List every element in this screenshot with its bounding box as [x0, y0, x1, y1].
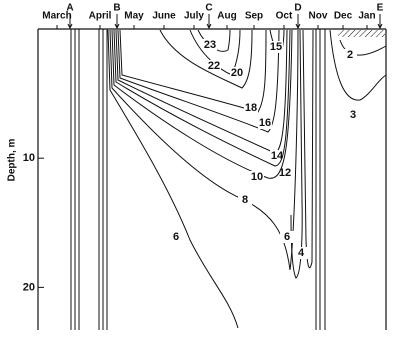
month-label: Aug: [217, 11, 236, 22]
isotherm-label: 6: [173, 231, 179, 243]
month-label: Nov: [309, 11, 328, 22]
isotherm-label: 8: [242, 194, 248, 206]
month-label: July: [184, 11, 204, 22]
label-bg: [169, 231, 183, 243]
month-label: June: [152, 11, 176, 22]
isotherm: [113, 29, 291, 167]
isotherm-label: 6: [284, 231, 290, 243]
marker-label: E: [377, 3, 384, 14]
isotherm: [117, 29, 280, 133]
marker-arrow: [114, 14, 120, 30]
label-bg: [250, 171, 264, 183]
y-tick-label: 20: [23, 281, 35, 293]
isotherm: [329, 29, 387, 101]
frame: [37, 28, 387, 330]
marker-label: D: [294, 3, 301, 14]
label-bg: [346, 109, 360, 121]
isotherm-label: 2: [347, 49, 353, 61]
isotherm: [302, 29, 314, 269]
label-bg: [238, 194, 252, 206]
month-label: April: [89, 11, 112, 22]
isotherm: [159, 29, 253, 89]
month-label: March: [42, 11, 71, 22]
isotherm-label: 23: [204, 39, 216, 51]
isotherm-label: 20: [231, 67, 243, 79]
marker-label: C: [205, 3, 212, 14]
isotherm-label: 3: [350, 109, 356, 121]
label-bg: [269, 41, 283, 53]
marker-label: A: [66, 3, 73, 14]
label-bg: [278, 167, 292, 179]
isotherm: [109, 29, 299, 271]
ice-cover: [338, 30, 385, 37]
isotherm-label: 12: [279, 167, 291, 179]
y-axis-label: Depth, m: [7, 139, 18, 182]
isotherm: [107, 29, 239, 329]
label-bg: [258, 117, 272, 129]
label-bg: [207, 60, 221, 72]
isotherm-label: 18: [245, 102, 257, 114]
isotherm-label: 10: [251, 171, 263, 183]
isotherm: [111, 29, 293, 179]
isotherm-verticals: [70, 29, 326, 330]
month-label: May: [124, 11, 144, 22]
label-bg: [203, 39, 217, 51]
isotherm: [115, 29, 288, 154]
isotherm-label: 16: [259, 117, 271, 129]
label-bg: [343, 49, 357, 61]
y-tick-label: 10: [23, 152, 35, 164]
label-bg: [270, 150, 284, 162]
label-bg: [294, 247, 308, 259]
marker-label: B: [113, 3, 120, 14]
month-label: Jan: [358, 11, 375, 22]
month-label: Dec: [334, 11, 353, 22]
marker-arrow: [206, 14, 212, 30]
isotherm-label: 14: [271, 150, 284, 162]
isotherm-label: 22: [208, 60, 220, 72]
marker-arrow: [377, 14, 383, 30]
label-bg: [230, 67, 244, 79]
isotherm-label: 15: [270, 41, 282, 53]
marker-arrow: [67, 14, 73, 30]
marker-arrow: [295, 14, 301, 30]
label-bg: [280, 231, 294, 243]
month-label: Oct: [276, 11, 293, 22]
label-bg: [244, 102, 258, 114]
month-label: Sep: [245, 11, 263, 22]
isotherm-label: 4: [298, 247, 305, 259]
isotherm: [119, 29, 267, 113]
